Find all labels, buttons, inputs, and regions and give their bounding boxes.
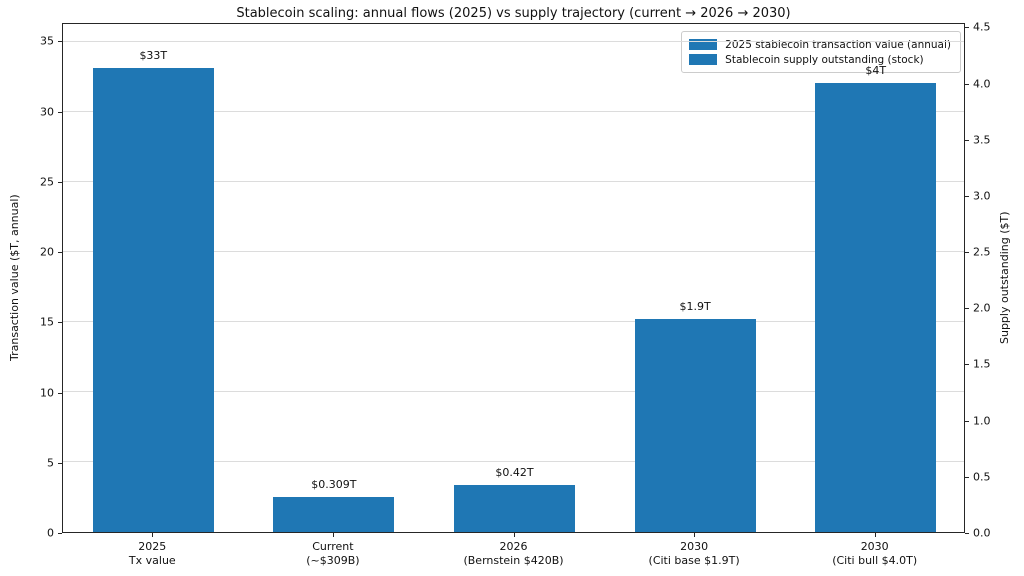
x-tick-mark xyxy=(874,533,876,537)
y-tick-label-right: 3.5 xyxy=(973,133,991,147)
y-tick-mark-right xyxy=(965,27,969,29)
y-tick-mark-right xyxy=(965,83,969,85)
bar-value-label: $33T xyxy=(139,49,168,63)
legend-swatch xyxy=(689,39,718,50)
y-tick-label-right: 2.0 xyxy=(973,301,991,315)
y-tick-label-left: 5 xyxy=(47,456,54,470)
bar-value-label: $1.9T xyxy=(679,299,711,313)
x-tick-label: 2025 Tx value xyxy=(129,540,176,568)
x-tick-mark xyxy=(513,533,515,537)
x-tick-label-line2: (Bernstein $420B) xyxy=(463,554,564,567)
gridline xyxy=(63,321,964,323)
y-tick-label-right: 3.0 xyxy=(973,189,991,203)
x-tick-label-line1: 2026 xyxy=(499,540,528,553)
y-tick-mark-left xyxy=(58,322,62,324)
legend-entry: 2025 stablecoin transaction value (annua… xyxy=(689,37,951,52)
x-tick-label-line2: (~$309B) xyxy=(306,554,360,567)
x-tick-mark xyxy=(332,533,334,537)
y-tick-label-right: 2.5 xyxy=(973,245,991,259)
y-tick-label-right: 4.0 xyxy=(973,77,991,91)
y-tick-mark-right xyxy=(965,139,969,141)
x-tick-label: 2030 (Citi base $1.9T) xyxy=(649,540,740,568)
x-tick-label: 2026 (Bernstein $420B) xyxy=(463,540,563,568)
plot-area: 2025 stablecoin transaction value (annua… xyxy=(62,23,965,533)
gridline xyxy=(63,111,964,113)
x-tick-label: 2030 (Citi bull $4.0T) xyxy=(832,540,917,568)
x-tick-label-line1: 2030 xyxy=(860,540,889,553)
bar xyxy=(273,497,395,532)
y-tick-mark-left xyxy=(58,111,62,113)
gridline xyxy=(63,41,964,43)
y-tick-label-right: 1.5 xyxy=(973,357,991,371)
legend-entry: Stablecoin supply outstanding (stock) xyxy=(689,52,951,67)
x-tick-label-line1: 2025 xyxy=(138,540,167,553)
y-tick-mark-right xyxy=(965,252,969,254)
y-tick-mark-right xyxy=(965,195,969,197)
y-tick-label-left: 10 xyxy=(40,386,54,399)
y-tick-mark-right xyxy=(965,308,969,310)
y-tick-label-left: 20 xyxy=(40,245,54,259)
x-tick-label-line2: (Citi bull $4.0T) xyxy=(832,554,918,567)
bar xyxy=(454,484,575,532)
chart-title: Stablecoin scaling: annual flows (2025) … xyxy=(236,6,791,21)
x-tick-label-line1: Current xyxy=(312,540,354,553)
x-tick-label: Current (~$309B) xyxy=(306,540,359,568)
y-tick-label-right: 0.0 xyxy=(973,526,991,540)
bar xyxy=(634,318,756,532)
gridline xyxy=(63,181,964,183)
y-tick-mark-left xyxy=(58,41,62,43)
gridline xyxy=(63,251,964,253)
bar xyxy=(815,82,937,532)
y-tick-label-right: 4.5 xyxy=(973,20,991,34)
y-tick-label-right: 0.5 xyxy=(973,470,991,484)
y-tick-label-left: 30 xyxy=(40,105,54,118)
y-tick-mark-right xyxy=(965,420,969,422)
x-tick-mark xyxy=(694,533,696,537)
legend-swatch xyxy=(689,54,718,65)
y-tick-mark-left xyxy=(58,462,62,464)
gridline xyxy=(63,461,964,463)
bar-value-label: $0.309T xyxy=(311,478,357,492)
y-tick-label-left: 35 xyxy=(40,34,54,48)
gridline xyxy=(63,391,964,393)
bar xyxy=(92,68,214,532)
y-tick-mark-right xyxy=(965,533,969,534)
y-axis-label-right: Supply outstanding ($T) xyxy=(998,211,1011,345)
y-tick-mark-left xyxy=(58,181,62,183)
y-tick-mark-right xyxy=(965,364,969,366)
bar-value-label: $4T xyxy=(865,63,887,77)
bar-value-label: $0.42T xyxy=(495,465,534,479)
legend-label: Stablecoin supply outstanding (stock) xyxy=(725,53,924,66)
y-tick-mark-left xyxy=(58,533,62,534)
y-tick-label-left: 0 xyxy=(47,526,54,540)
x-tick-label-line2: Tx value xyxy=(128,554,176,567)
y-tick-mark-left xyxy=(58,392,62,394)
y-tick-mark-left xyxy=(58,252,62,253)
y-tick-mark-right xyxy=(965,476,969,478)
x-tick-mark xyxy=(152,533,154,537)
x-tick-label-line2: (Citi base $1.9T) xyxy=(648,554,740,567)
y-tick-label-left: 25 xyxy=(40,175,54,189)
y-tick-label-right: 1.0 xyxy=(973,414,991,428)
y-tick-label-left: 15 xyxy=(40,315,54,329)
x-tick-label-line1: 2030 xyxy=(680,540,709,553)
